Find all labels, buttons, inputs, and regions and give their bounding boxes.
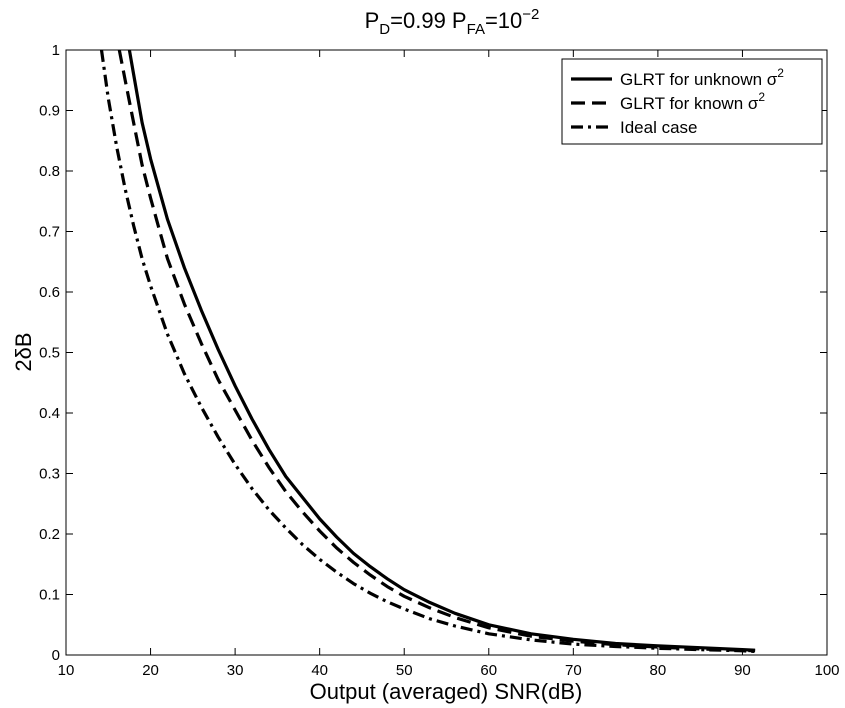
legend-label-2: Ideal case <box>620 118 698 137</box>
x-axis-ticks: 10 20 30 40 50 60 70 80 90 100 <box>58 50 840 679</box>
title-pd-value: =0.99 <box>390 8 452 33</box>
x-tick-label: 90 <box>734 662 751 679</box>
y-tick-label: 0.5 <box>39 345 60 362</box>
title-pfa-sub: FA <box>467 21 485 38</box>
x-tick-label: 10 <box>58 662 75 679</box>
legend-label-0: GLRT for unknown σ2 <box>620 66 784 89</box>
title-pfa-exp: −2 <box>522 6 539 23</box>
series-line-1 <box>117 49 756 653</box>
x-tick-label: 80 <box>650 662 667 679</box>
y-tick-label: 1 <box>52 42 60 59</box>
y-tick-label: 0.8 <box>39 163 60 180</box>
title-pfa-label: P <box>452 8 467 33</box>
x-tick-label: 20 <box>142 662 159 679</box>
chart-title: PD=0.99 PFA=10−2 <box>365 6 540 38</box>
series-line-2 <box>99 49 756 653</box>
series-line-0 <box>127 49 756 652</box>
y-axis-ticks: 0 0.1 0.2 0.3 0.4 0.5 0.6 0.7 0.8 0.9 1 <box>39 42 827 664</box>
series-layer <box>99 49 756 653</box>
y-tick-label: 0.2 <box>39 526 60 543</box>
y-tick-label: 0 <box>52 647 60 664</box>
x-tick-label: 40 <box>311 662 328 679</box>
title-pd-sub: D <box>379 21 390 38</box>
x-axis-title: Output (averaged) SNR(dB) <box>310 679 583 704</box>
y-tick-label: 0.9 <box>39 103 60 120</box>
title-pfa-value: =10 <box>485 8 522 33</box>
x-tick-label: 60 <box>480 662 497 679</box>
y-tick-label: 0.3 <box>39 466 60 483</box>
x-tick-label: 70 <box>565 662 582 679</box>
y-tick-label: 0.7 <box>39 224 60 241</box>
x-tick-label: 100 <box>814 662 839 679</box>
title-pd-label: P <box>365 8 380 33</box>
x-tick-label: 50 <box>396 662 413 679</box>
y-axis-title: 2δB <box>11 332 36 371</box>
y-tick-label: 0.4 <box>39 405 60 422</box>
y-tick-label: 0.1 <box>39 587 60 604</box>
y-tick-label: 0.6 <box>39 284 60 301</box>
x-tick-label: 30 <box>227 662 244 679</box>
legend-label-1: GLRT for known σ2 <box>620 90 765 113</box>
